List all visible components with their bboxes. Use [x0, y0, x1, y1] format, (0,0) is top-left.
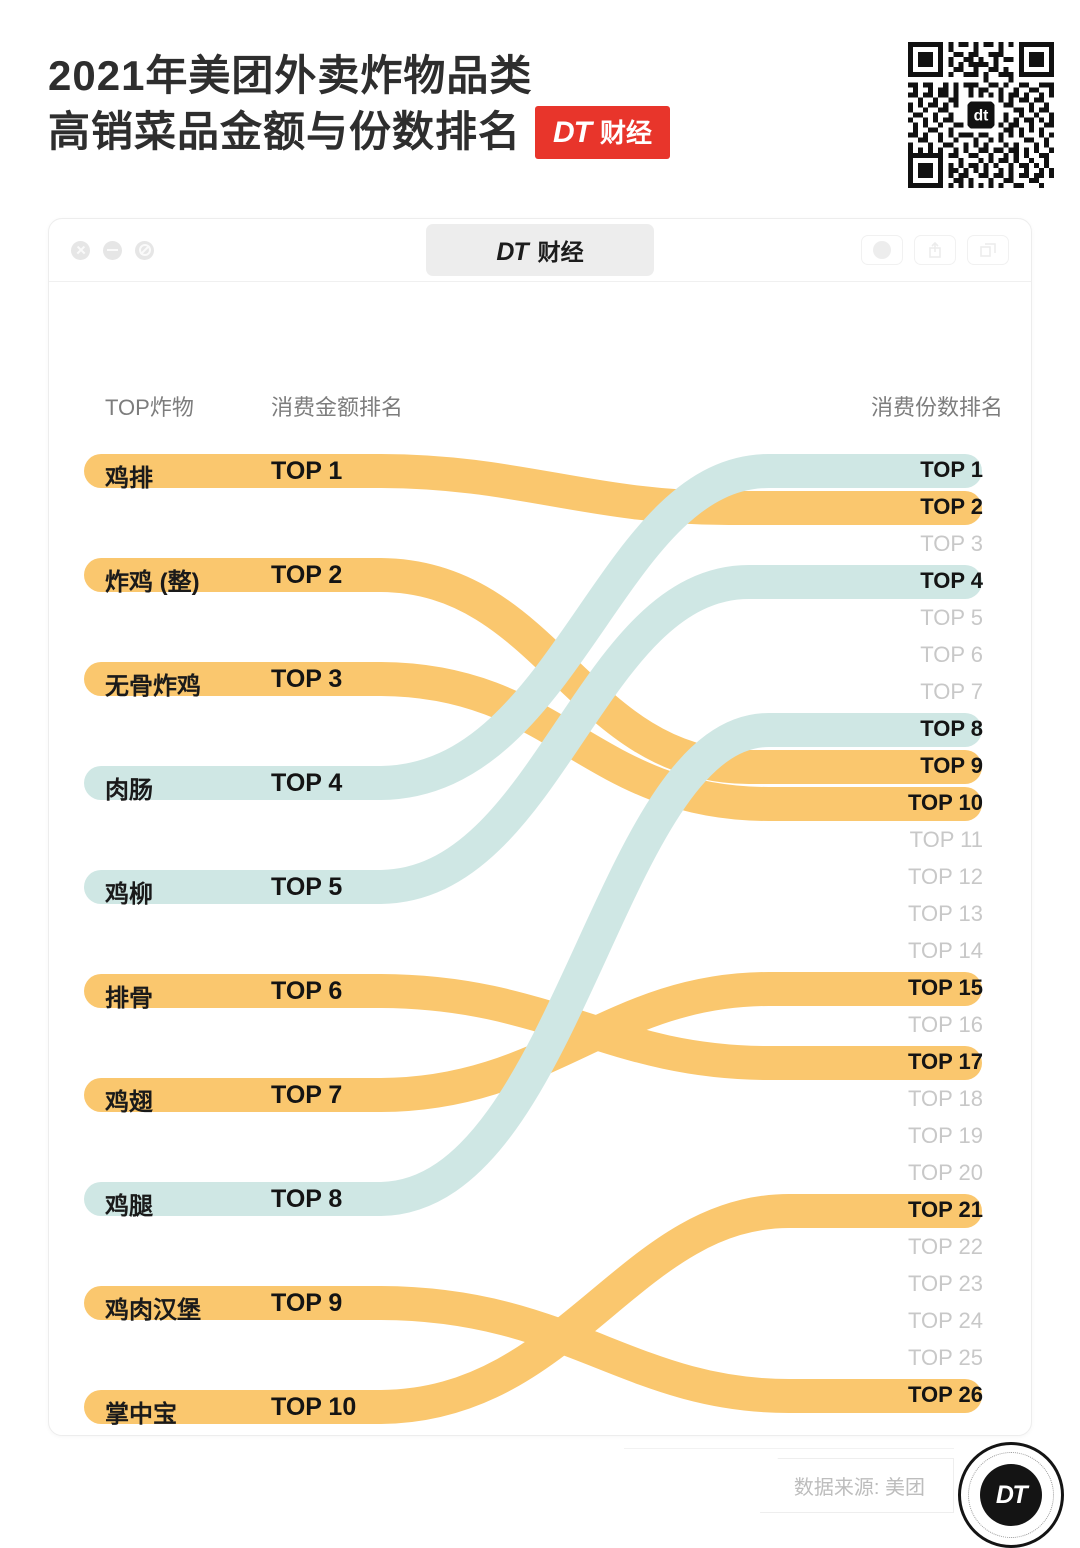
title-row-2: 高销菜品金额与份数排名 DT 财经	[48, 104, 671, 160]
window-titlebar: DT 财经	[49, 219, 1031, 282]
dt-logo-text: DT	[980, 1464, 1042, 1526]
windows-icon	[979, 243, 996, 257]
tab-brand-mark: DT	[496, 238, 528, 266]
windows-button[interactable]	[967, 235, 1009, 265]
window-actions[interactable]	[861, 235, 1009, 265]
record-button[interactable]	[861, 235, 903, 265]
ribbon-8-to-8	[84, 713, 966, 1216]
ribbon-9-to-26	[84, 1286, 966, 1413]
share-button[interactable]	[914, 235, 956, 265]
block-icon[interactable]	[135, 240, 154, 260]
page-title-line1: 2021年美团外卖炸物品类	[48, 52, 533, 99]
data-source-label: 数据来源: 美团	[759, 1458, 954, 1513]
ribbon-5-to-4	[84, 565, 966, 904]
dt-logo: DT	[958, 1442, 1064, 1548]
qr-center-label: dt	[974, 108, 989, 125]
page-title-line2: 高销菜品金额与份数排名	[48, 108, 522, 155]
close-icon[interactable]	[71, 240, 90, 260]
dt-brand-badge: DT 财经	[535, 105, 671, 159]
title-block: 2021年美团外卖炸物品类 高销菜品金额与份数排名 DT 财经	[48, 48, 671, 160]
share-icon	[929, 241, 941, 258]
tab-brand-cn: 财经	[537, 239, 584, 265]
ribbon-10-to-21	[84, 1194, 966, 1424]
minimize-icon[interactable]	[103, 240, 122, 260]
column-header-mid: 消费金额排名	[271, 395, 404, 420]
ribbon-4-to-1	[84, 454, 966, 800]
page-footer: 数据来源: 美团 DT	[0, 1436, 1080, 1548]
column-header-right: 消费份数排名	[870, 395, 1003, 420]
qr-code-icon: dt	[908, 42, 1054, 188]
column-header-left: TOP炸物	[105, 395, 194, 420]
dt-logo-ring: DT	[968, 1452, 1054, 1538]
tab-dt-caijing[interactable]: DT 财经	[426, 224, 654, 276]
browser-window-card: DT 财经 TOP炸物 消费金额排名 消费份数排名	[48, 218, 1032, 1436]
sankey-chart: TOP炸物 消费金额排名 消费份数排名	[49, 282, 1031, 1435]
ribbon-7-to-15	[84, 972, 966, 1112]
page-header: 2021年美团外卖炸物品类 高销菜品金额与份数排名 DT 财经	[0, 0, 1080, 205]
sankey-ribbons	[84, 454, 982, 1424]
circle-icon	[873, 241, 891, 259]
dt-brand-cn: 财经	[600, 117, 653, 148]
footer-divider	[624, 1448, 954, 1449]
dt-brand-mark: DT	[553, 115, 592, 149]
window-controls[interactable]	[71, 240, 154, 260]
